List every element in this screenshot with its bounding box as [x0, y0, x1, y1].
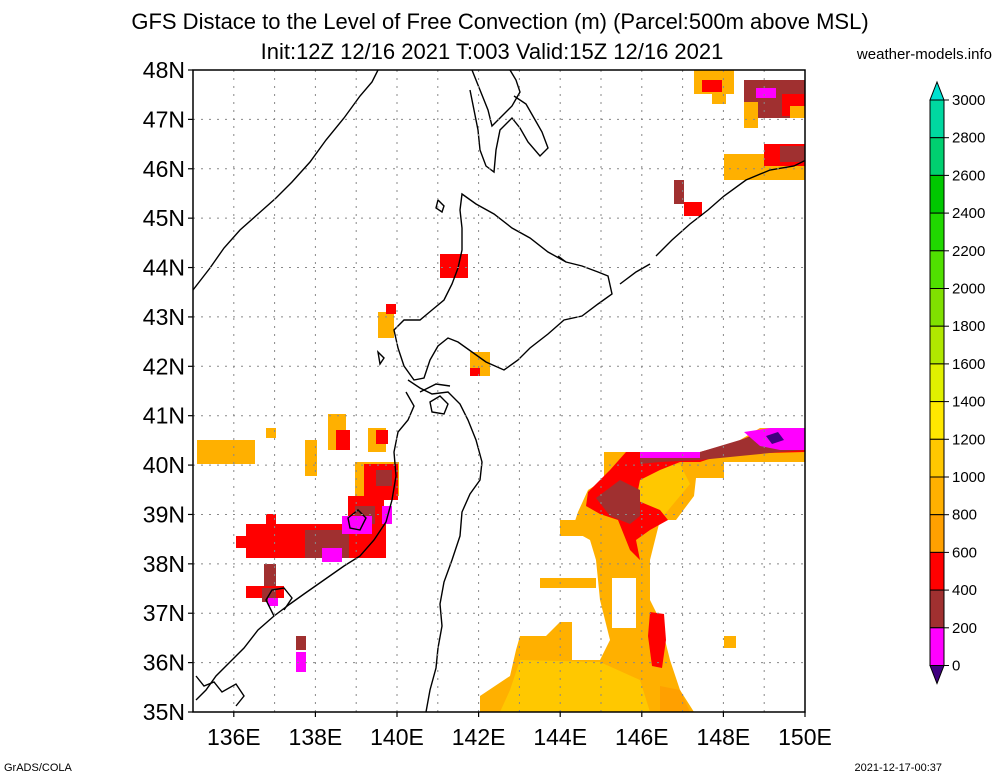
lon-label: 146E: [615, 724, 669, 750]
colorbar-label: 800: [952, 507, 977, 524]
colorbar-swatch: [929, 476, 945, 516]
lat-label: 38N: [143, 551, 185, 577]
colorbar-swatch: [929, 627, 945, 666]
colorbar-swatch: [929, 401, 945, 440]
lat-label: 48N: [143, 57, 185, 83]
axis-ticks: [188, 69, 806, 717]
colorbar-bottom-arrow: [929, 665, 945, 685]
lat-label: 46N: [143, 156, 185, 182]
colorbar-label: 1000: [952, 469, 985, 486]
colorbar-swatch: [929, 288, 945, 327]
colorbar-swatch: [929, 551, 945, 591]
lon-label: 138E: [289, 724, 343, 750]
map-frame: [192, 69, 806, 713]
footer-timestamp: 2021-12-17-00:37: [854, 762, 942, 774]
lat-label: 36N: [143, 650, 185, 676]
colorbar-label: 1800: [952, 318, 985, 335]
lat-label: 45N: [143, 205, 185, 231]
colorbar-label: 1600: [952, 356, 985, 373]
colorbar-swatch: [929, 99, 945, 139]
colorbar-label: 1400: [952, 394, 985, 411]
lon-label: 150E: [778, 724, 832, 750]
longitude-labels: 136E 138E 140E 142E 144E 146E 148E 150E: [207, 724, 832, 750]
graticule: [193, 70, 805, 712]
lat-label: 41N: [143, 403, 185, 429]
colorbar-label: 1200: [952, 431, 985, 448]
colorbar-label: 2600: [952, 167, 985, 184]
colorbar: 3000280026002400220020001800160014001200…: [929, 80, 985, 685]
lon-label: 144E: [533, 724, 587, 750]
colorbar-label: 2800: [952, 130, 985, 147]
lat-label: 44N: [143, 255, 185, 281]
colorbar-swatch: [929, 363, 945, 403]
lfc-distance-field: [197, 70, 805, 712]
lon-label: 148E: [697, 724, 751, 750]
colorbar-swatch: [929, 325, 945, 365]
colorbar-label: 200: [952, 620, 977, 637]
colorbar-swatch: [929, 137, 945, 176]
colorbar-label: 3000: [952, 92, 985, 109]
credit-label: weather-models.info: [856, 46, 992, 63]
lat-label: 39N: [143, 501, 185, 527]
colorbar-label: 0: [952, 658, 960, 675]
colorbar-label: 2200: [952, 243, 985, 260]
lon-label: 140E: [370, 724, 424, 750]
chart-title: GFS Distace to the Level of Free Convect…: [131, 9, 869, 34]
lat-label: 37N: [143, 600, 185, 626]
lon-label: 142E: [452, 724, 506, 750]
lat-label: 42N: [143, 353, 185, 379]
footer-software: GrADS/COLA: [4, 762, 72, 774]
lat-label: 47N: [143, 106, 185, 132]
colorbar-swatch: [929, 589, 945, 629]
colorbar-label: 400: [952, 582, 977, 599]
lat-label: 35N: [143, 699, 185, 725]
colorbar-label: 600: [952, 544, 977, 561]
colorbar-swatch: [929, 250, 945, 290]
lat-label: 40N: [143, 452, 185, 478]
colorbar-swatch: [929, 212, 945, 252]
colorbar-label: 2400: [952, 205, 985, 222]
latitude-labels: 48N 47N 46N 45N 44N 43N 42N 41N 40N 39N 38N 37N 36N 3…: [143, 57, 185, 725]
chart-subtitle: Init:12Z 12/16 2021 T:003 Valid:15Z 12/1…: [260, 39, 724, 64]
colorbar-swatch: [929, 438, 945, 478]
colorbar-swatch: [929, 174, 945, 214]
lat-label: 43N: [143, 304, 185, 330]
colorbar-label: 2000: [952, 281, 985, 298]
lon-label: 136E: [207, 724, 261, 750]
colorbar-swatch: [929, 514, 945, 553]
coastlines: [193, 70, 805, 712]
colorbar-top-arrow: [929, 80, 945, 101]
